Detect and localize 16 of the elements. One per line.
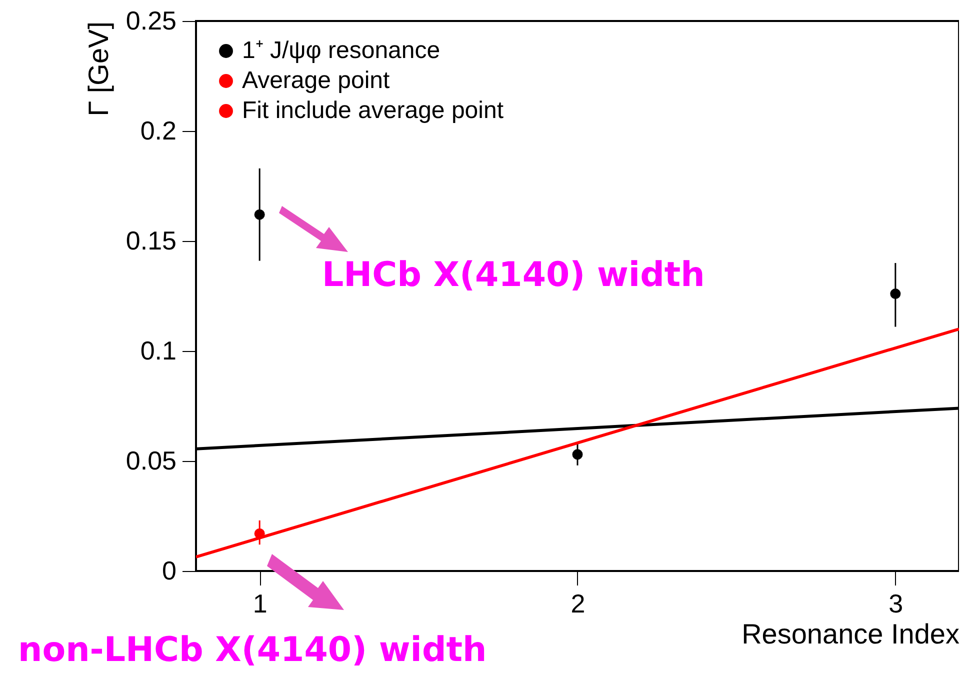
text: non-LHCb X(4140) width: [18, 630, 487, 670]
legend-label: Average point: [242, 67, 390, 94]
x-tick-label: 2: [570, 588, 586, 618]
x-axis-title: Resonance Index: [742, 618, 960, 650]
legend-label: Fit include average point: [242, 97, 504, 124]
y-tick-label: 0.25: [126, 6, 176, 36]
y-tick-label: 0.2: [140, 116, 176, 146]
y-tick-label: 0.05: [126, 446, 176, 476]
y-tick-label: 0.1: [140, 336, 176, 366]
annotation: LHCb X(4140) width: [322, 255, 705, 295]
legend-label: 1⁺ J/ψφ resonance: [242, 37, 440, 64]
x-tick-label: 1: [252, 588, 268, 618]
y-axis-title: Γ [GeV]: [82, 22, 114, 116]
y-tick-label: 0: [162, 556, 176, 586]
x-tick-label: 3: [888, 588, 904, 618]
y-tick-label: 0.15: [126, 226, 176, 256]
